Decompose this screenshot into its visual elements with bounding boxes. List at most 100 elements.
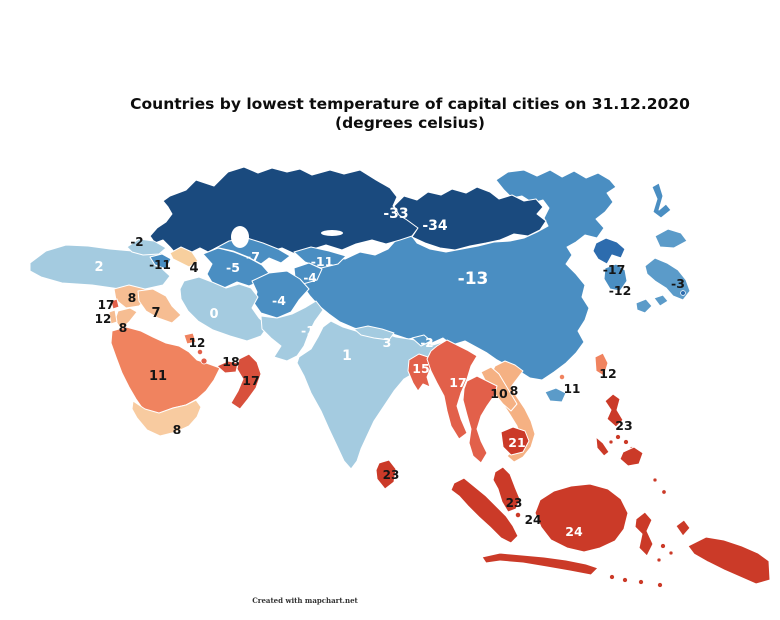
philippines-island[interactable]: [608, 439, 614, 445]
indonesia-island[interactable]: [668, 550, 674, 556]
country-hong-kong[interactable]: [559, 374, 565, 380]
aral-sea: [231, 226, 249, 248]
country-sakhalin[interactable]: [651, 182, 672, 219]
label-taiwan: 12: [599, 366, 616, 381]
indonesia-island[interactable]: [609, 574, 615, 580]
label-bangladesh: 15: [412, 361, 429, 376]
label-uae: 18: [222, 354, 239, 369]
indonesia-papua[interactable]: [687, 536, 771, 585]
country-south-korea[interactable]: [603, 263, 628, 292]
country-bahrain[interactable]: [197, 349, 203, 355]
indonesia-island[interactable]: [656, 557, 662, 563]
label-iran: 0: [209, 307, 218, 322]
country-israel[interactable]: [108, 309, 118, 325]
title-line1: Countries by lowest temperature of capit…: [130, 95, 690, 113]
label-tajikistan: -4: [303, 271, 316, 285]
label-turkey: 2: [94, 260, 103, 275]
label-syria: 8: [128, 290, 137, 305]
title-line2: (degrees celsius): [335, 114, 485, 132]
label-jordan: 8: [119, 320, 128, 335]
country-hainan[interactable]: [544, 387, 567, 403]
label-turkmenistan: -5: [226, 260, 240, 275]
country-pakistan[interactable]: [260, 300, 324, 362]
indonesia-island[interactable]: [622, 577, 628, 583]
country-thailand[interactable]: [462, 375, 498, 464]
label-mongolia: -34: [422, 218, 448, 234]
country-singapore[interactable]: [515, 512, 521, 518]
label-north-korea: -17: [603, 262, 626, 277]
country-azerbaijan[interactable]: [169, 246, 199, 268]
country-indonesia[interactable]: [450, 477, 771, 588]
philippines-luzon[interactable]: [604, 393, 624, 428]
label-laos: 10: [490, 386, 508, 401]
country-turkey[interactable]: [29, 244, 171, 290]
indonesia-island[interactable]: [661, 489, 667, 495]
country-mongolia[interactable]: [393, 186, 547, 251]
indonesia-sumatra[interactable]: [450, 477, 519, 544]
country-oman[interactable]: [230, 353, 262, 410]
label-afghanistan: -4: [272, 293, 286, 308]
label-cambodia: 21: [508, 435, 525, 450]
country-bhutan[interactable]: [411, 334, 432, 347]
malaysia-peninsula[interactable]: [492, 466, 521, 513]
indonesia-sulawesi[interactable]: [634, 511, 654, 557]
label-china: -13: [458, 269, 489, 289]
country-china[interactable]: [302, 169, 617, 381]
label-thailand: 19: [483, 416, 500, 431]
page-title: Countries by lowest temperature of capit…: [70, 95, 750, 133]
country-philippines[interactable]: [595, 393, 644, 467]
indonesia-island[interactable]: [660, 543, 666, 549]
label-azerbaijan: 4: [189, 261, 198, 276]
country-armenia[interactable]: [149, 253, 172, 270]
label-singapore: 24: [525, 513, 542, 527]
country-sri-lanka[interactable]: [375, 459, 397, 490]
indonesia-halmahera[interactable]: [675, 519, 691, 537]
label-india: 1: [342, 348, 352, 364]
indonesia-java[interactable]: [481, 552, 599, 576]
label-kuwait: 12: [189, 336, 206, 350]
country-kuwait[interactable]: [183, 332, 197, 345]
tokyo-marker: [680, 290, 686, 296]
label-indonesia: 24: [565, 524, 583, 539]
japan-kyushu[interactable]: [635, 298, 653, 314]
philippines-mindanao[interactable]: [619, 446, 644, 467]
indonesia-island[interactable]: [638, 579, 644, 585]
country-myanmar[interactable]: [426, 339, 478, 440]
country-north-korea[interactable]: [592, 237, 626, 265]
philippines-island[interactable]: [615, 434, 621, 440]
label-armenia: -11: [149, 258, 171, 272]
indonesia-kalimantan[interactable]: [534, 483, 629, 553]
label-iraq: 7: [151, 306, 160, 321]
label-philippines: 23: [615, 418, 632, 433]
label-japan: -3: [671, 276, 685, 291]
label-nepal: 3: [383, 335, 392, 350]
label-hong-kong: 11: [564, 382, 581, 396]
country-cambodia[interactable]: [500, 426, 530, 456]
country-kazakhstan[interactable]: [149, 166, 419, 259]
philippines-palawan[interactable]: [595, 436, 610, 457]
value-labels: -33 -34 -13 2 -2 -11 4 -7 -5 -11 -4 -4 0…: [94, 206, 684, 539]
country-georgia[interactable]: [126, 238, 167, 256]
country-nepal[interactable]: [353, 325, 395, 341]
label-pakistan: -1: [301, 323, 315, 338]
country-taiwan[interactable]: [594, 352, 609, 377]
country-bangladesh[interactable]: [407, 353, 432, 392]
country-saudi-arabia[interactable]: [110, 326, 221, 419]
indonesia-island[interactable]: [657, 582, 663, 588]
japan-hokkaido[interactable]: [654, 228, 688, 249]
japan-honshu[interactable]: [644, 257, 691, 301]
indonesia-island[interactable]: [652, 477, 658, 483]
label-georgia: -2: [130, 235, 143, 249]
philippines-island[interactable]: [623, 439, 629, 445]
label-kazakhstan: -33: [383, 206, 408, 222]
country-yemen[interactable]: [131, 399, 202, 437]
label-malaysia: 23: [506, 496, 523, 510]
label-israel: 12: [95, 312, 112, 326]
country-iraq[interactable]: [137, 288, 182, 324]
country-lebanon[interactable]: [110, 298, 120, 310]
japan-shikoku[interactable]: [653, 294, 669, 307]
country-qatar[interactable]: [200, 357, 208, 365]
country-japan[interactable]: [635, 228, 691, 314]
